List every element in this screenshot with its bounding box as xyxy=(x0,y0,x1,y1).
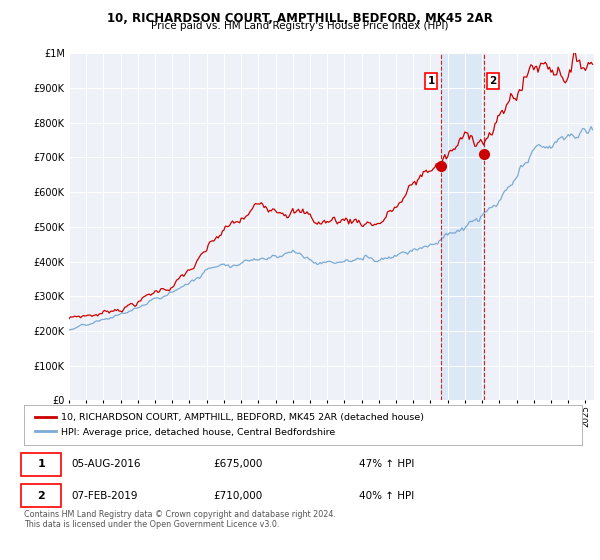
Text: Price paid vs. HM Land Registry's House Price Index (HPI): Price paid vs. HM Land Registry's House … xyxy=(151,21,449,31)
Bar xyxy=(440,53,484,400)
Text: 10, RICHARDSON COURT, AMPTHILL, BEDFORD, MK45 2AR: 10, RICHARDSON COURT, AMPTHILL, BEDFORD,… xyxy=(107,12,493,25)
Text: 05-AUG-2016: 05-AUG-2016 xyxy=(71,459,141,469)
Text: 1: 1 xyxy=(37,459,45,469)
Text: £675,000: £675,000 xyxy=(214,459,263,469)
Text: 2: 2 xyxy=(37,491,45,501)
FancyBboxPatch shape xyxy=(21,484,61,507)
Legend: 10, RICHARDSON COURT, AMPTHILL, BEDFORD, MK45 2AR (detached house), HPI: Average: 10, RICHARDSON COURT, AMPTHILL, BEDFORD,… xyxy=(32,410,428,440)
Text: 47% ↑ HPI: 47% ↑ HPI xyxy=(359,459,414,469)
Text: 07-FEB-2019: 07-FEB-2019 xyxy=(71,491,138,501)
Text: Contains HM Land Registry data © Crown copyright and database right 2024.
This d: Contains HM Land Registry data © Crown c… xyxy=(24,510,336,529)
FancyBboxPatch shape xyxy=(21,452,61,476)
Text: 1: 1 xyxy=(427,76,434,86)
Text: £710,000: £710,000 xyxy=(214,491,263,501)
Text: 40% ↑ HPI: 40% ↑ HPI xyxy=(359,491,414,501)
Text: 2: 2 xyxy=(490,76,497,86)
